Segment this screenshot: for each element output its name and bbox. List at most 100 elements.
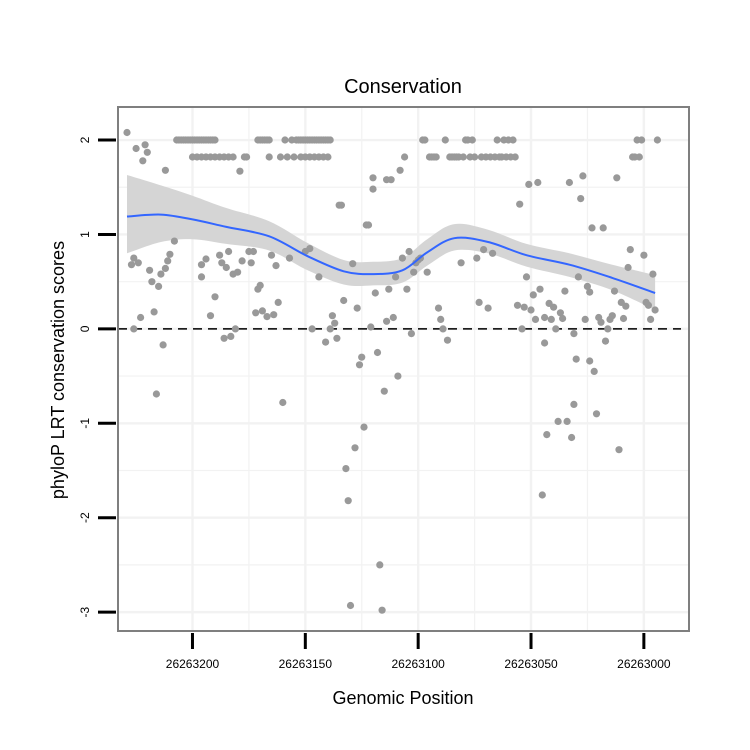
data-point <box>538 491 546 499</box>
data-point <box>385 285 393 293</box>
confidence-band-area <box>127 175 656 310</box>
y-axis-title: phyloP LRT conservation scores <box>48 241 68 499</box>
data-point <box>547 315 555 323</box>
data-point <box>340 296 348 305</box>
data-point <box>644 301 653 309</box>
x-tick-label: 26263000 <box>617 657 671 671</box>
data-point <box>306 245 314 253</box>
data-point <box>615 446 623 454</box>
data-point <box>577 195 585 203</box>
data-point <box>520 303 528 311</box>
data-point <box>146 266 154 274</box>
data-point <box>231 325 239 333</box>
x-axis-ticks: 26263200 26263150 26263100 26263050 26263000 <box>166 633 671 671</box>
data-point <box>369 185 377 193</box>
data-point <box>432 153 440 161</box>
data-point <box>471 153 479 161</box>
data-point <box>132 144 140 153</box>
data-point <box>130 325 138 333</box>
data-point <box>267 251 276 259</box>
data-point <box>601 337 610 345</box>
data-point <box>423 268 431 276</box>
data-point <box>202 255 210 263</box>
data-point <box>326 325 334 333</box>
data-point <box>484 304 492 312</box>
data-point <box>360 423 368 431</box>
data-point <box>337 201 345 209</box>
data-point <box>579 172 587 180</box>
data-point <box>369 174 377 182</box>
data-point <box>401 153 409 161</box>
data-point <box>276 153 285 161</box>
y-tick-label: 2 <box>78 136 92 143</box>
data-point <box>283 153 291 161</box>
data-point <box>626 246 634 254</box>
y-tick-label: 0 <box>78 325 92 332</box>
data-point <box>619 314 628 323</box>
data-point <box>152 390 160 398</box>
data-point <box>322 338 330 346</box>
data-point <box>396 166 404 174</box>
data-point <box>525 180 533 188</box>
data-point <box>383 317 391 325</box>
data-point <box>563 417 571 425</box>
data-point <box>344 497 352 505</box>
data-point <box>367 323 375 331</box>
data-point <box>376 561 384 569</box>
data-point <box>222 263 230 272</box>
data-point <box>561 287 569 295</box>
data-point <box>170 237 178 245</box>
data-point <box>206 312 215 320</box>
data-point <box>586 288 594 296</box>
data-point <box>493 136 501 144</box>
data-point <box>290 153 298 161</box>
data-point <box>457 259 465 267</box>
data-point <box>559 314 567 323</box>
smooth-line-group <box>126 213 656 294</box>
data-point <box>355 361 364 369</box>
data-point <box>624 263 632 272</box>
data-point <box>574 273 583 281</box>
data-point <box>218 259 226 267</box>
data-point <box>143 148 151 156</box>
data-point <box>529 291 537 299</box>
data-point <box>328 312 336 320</box>
data-point <box>570 400 578 408</box>
x-tick-label: 26263050 <box>504 657 558 671</box>
data-point <box>583 282 592 290</box>
data-point <box>592 410 601 418</box>
panel-border <box>117 106 690 632</box>
data-point <box>243 153 251 161</box>
data-point <box>518 325 526 333</box>
data-point <box>403 285 411 293</box>
data-point <box>373 348 382 357</box>
data-point <box>265 136 273 144</box>
data-point <box>468 136 476 144</box>
data-point <box>249 247 257 256</box>
data-point <box>475 298 483 306</box>
data-point <box>308 325 316 333</box>
data-point <box>586 357 594 365</box>
chart-title: Conservation <box>344 76 462 98</box>
data-point <box>315 273 323 281</box>
data-point <box>349 260 357 268</box>
data-point <box>234 268 242 276</box>
data-point <box>378 606 386 614</box>
data-point <box>599 224 607 232</box>
data-point <box>342 465 350 473</box>
data-point <box>543 431 551 439</box>
y-tick-label: -1 <box>78 418 92 429</box>
data-point <box>522 273 531 281</box>
data-point <box>640 251 648 259</box>
data-point <box>227 332 235 340</box>
data-point <box>473 254 481 262</box>
data-point <box>351 444 359 452</box>
data-point <box>364 221 373 229</box>
data-point <box>220 334 228 342</box>
data-point <box>568 433 576 442</box>
data-point <box>333 334 341 342</box>
data-point <box>256 281 264 289</box>
data-point <box>556 309 565 317</box>
data-point <box>270 311 278 319</box>
